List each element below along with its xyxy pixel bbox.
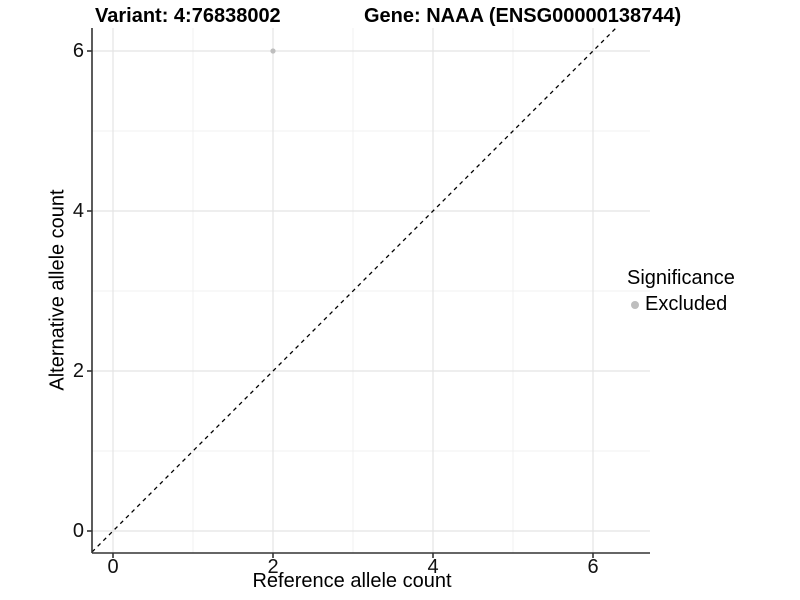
y-axis-title: Alternative allele count xyxy=(46,189,69,391)
x-axis-title: Reference allele count xyxy=(252,570,452,592)
y-tick-label: 4 xyxy=(72,200,84,222)
plot-title-gene: Gene: NAAA (ENSG00000138744) xyxy=(364,5,682,27)
legend-title: Significance xyxy=(627,267,735,289)
legend-entry-label: Excluded xyxy=(645,293,728,315)
x-tick-label: 2 xyxy=(267,556,279,578)
identity-line xyxy=(91,27,617,553)
x-tick-label: 0 xyxy=(107,556,119,578)
plot-title-variant: Variant: 4:76838002 xyxy=(95,5,281,27)
x-tick-label: 4 xyxy=(427,556,439,578)
legend-entry-excluded: Excluded xyxy=(627,293,735,316)
y-tick-label: 0 xyxy=(72,520,84,542)
legend-point-icon xyxy=(631,300,639,309)
x-tick-label: 6 xyxy=(587,556,599,578)
y-tick-label: 6 xyxy=(72,40,84,62)
data-point xyxy=(270,48,276,54)
y-tick-label: 2 xyxy=(72,360,84,382)
legend: Significance Excluded xyxy=(627,267,735,316)
